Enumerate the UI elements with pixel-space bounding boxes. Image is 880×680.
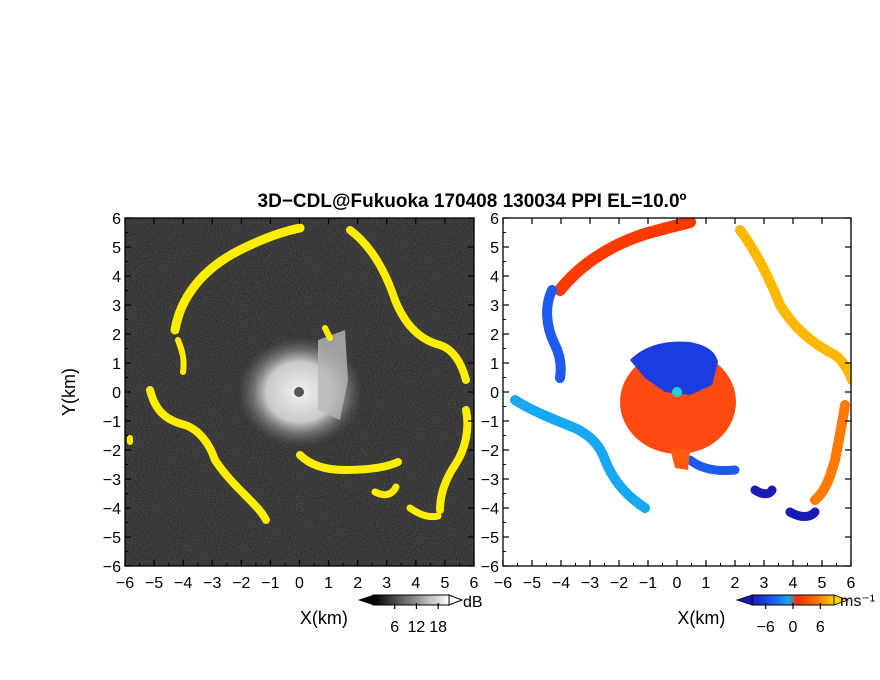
velocity-x-tick-label: 2	[731, 575, 740, 592]
velocity-arc-northeast	[735, 225, 851, 385]
snr-x-tick-label: −6	[116, 575, 134, 592]
snr-y-tick-label: 4	[112, 269, 121, 286]
velocity-x-tick-label: 1	[702, 575, 711, 592]
snr-y-tick-label: 0	[112, 385, 121, 402]
velocity-x-axis-label: X(km)	[677, 608, 725, 628]
velocity-x-tick-label: −5	[523, 575, 541, 592]
snr-x-tick-label: −4	[174, 575, 192, 592]
velocity-x-tick-label: 6	[847, 575, 856, 592]
velocity-x-tick-label: −1	[639, 575, 657, 592]
snr-echo-outline	[127, 325, 333, 445]
snr-x-tick-label: 4	[411, 575, 420, 592]
snr-colorbar-tick-label: 6	[390, 619, 399, 636]
snr-echo-outline	[436, 406, 472, 514]
snr-colorbar-right-arrow	[448, 594, 464, 606]
velocity-y-tick-label: 4	[490, 269, 499, 286]
snr-colorbar: dB 6 12 18	[358, 594, 483, 636]
velocity-x-tick-label: −2	[610, 575, 628, 592]
snr-y-tick-label: 1	[112, 356, 121, 373]
snr-echo-outline	[296, 451, 402, 474]
snr-y-tick-label: −6	[103, 559, 121, 576]
velocity-y-tick-label: 3	[490, 298, 499, 315]
velocity-x-tick-label: −3	[581, 575, 599, 592]
figure-title: 3D−CDL@Fukuoka 170408 130034 PPI EL=10.0…	[258, 191, 687, 212]
velocity-y-tick-label: 1	[490, 356, 499, 373]
snr-x-tick-label: 1	[324, 575, 333, 592]
velocity-y-tick-label: 0	[490, 385, 499, 402]
velocity-panel	[503, 218, 851, 566]
velocity-arc-southeast	[810, 400, 850, 505]
velocity-y-tick-label: −3	[481, 472, 499, 489]
velocity-arc-west	[542, 285, 566, 383]
snr-panel	[125, 218, 474, 566]
velocity-arc-north	[554, 218, 696, 296]
snr-colorbar-tick-label: 18	[429, 619, 447, 636]
snr-echo-outline	[146, 386, 270, 524]
velocity-x-tick-label: 5	[818, 575, 827, 592]
snr-y-tick-label: 3	[112, 298, 121, 315]
velocity-colorbar-left-arrow	[735, 594, 753, 606]
snr-x-tick-label: 5	[440, 575, 449, 592]
velocity-colorbar: ms⁻¹ −6 0 6	[735, 593, 875, 636]
velocity-y-tick-label: −5	[481, 530, 499, 547]
velocity-x-tick-label: 4	[789, 575, 798, 592]
velocity-colorbar-tick-label: 6	[816, 619, 825, 636]
snr-colorbar-left-arrow	[358, 595, 373, 605]
snr-y-tick-label: 6	[112, 211, 121, 228]
snr-colorbar-unit: dB	[463, 594, 483, 611]
snr-x-tick-label: 2	[353, 575, 362, 592]
velocity-colorbar-right-arrow	[833, 594, 850, 606]
snr-y-tick-label: 2	[112, 327, 121, 344]
snr-y-tick-label: −4	[103, 501, 121, 518]
snr-y-axis-label: Y(km)	[59, 368, 79, 416]
velocity-x-tick-label: 3	[760, 575, 769, 592]
snr-x-tick-label: 0	[295, 575, 304, 592]
snr-colorbar-tick-label: 12	[408, 619, 426, 636]
snr-echo-outline	[371, 483, 442, 521]
velocity-near-echo-tail	[670, 448, 690, 470]
snr-x-tick-label: 3	[382, 575, 391, 592]
velocity-x-tick-label: −4	[552, 575, 570, 592]
axes: −6 −5 −4 −3 −2 −1 0 1 2 3 4 5 6 6 5 4 3 2 1 0 −1 −2 −3 −4 −5 −6 X(…	[59, 211, 856, 628]
velocity-near-echo-blue	[630, 341, 718, 395]
velocity-arc-south	[685, 455, 740, 475]
velocity-arc-southeast-blue	[750, 485, 820, 521]
snr-x-tick-label: −1	[261, 575, 279, 592]
snr-x-tick-label: −3	[203, 575, 221, 592]
snr-radar-marker	[294, 387, 304, 397]
velocity-y-tick-label: −1	[481, 414, 499, 431]
velocity-y-tick-label: −6	[481, 559, 499, 576]
velocity-colorbar-tick-label: 0	[789, 619, 798, 636]
snr-x-tick-label: −2	[232, 575, 250, 592]
velocity-x-tick-label: −6	[494, 575, 512, 592]
snr-x-tick-label: −5	[145, 575, 163, 592]
snr-x-axis-label: X(km)	[300, 608, 348, 628]
velocity-x-tick-label: 0	[673, 575, 682, 592]
velocity-y-tick-label: −2	[481, 443, 499, 460]
velocity-arc-southwest	[510, 395, 650, 513]
velocity-radar-marker	[672, 387, 682, 397]
velocity-y-tick-label: 6	[490, 211, 499, 228]
velocity-colorbar-unit: ms⁻¹	[840, 593, 875, 610]
velocity-y-tick-label: −4	[481, 501, 499, 518]
snr-echo-outline	[346, 226, 470, 384]
snr-y-tick-label: −3	[103, 472, 121, 489]
velocity-y-tick-label: 2	[490, 327, 499, 344]
snr-x-tick-label: 6	[470, 575, 479, 592]
snr-y-tick-label: −5	[103, 530, 121, 547]
snr-near-echo-plume	[318, 330, 348, 420]
snr-y-tick-label: −1	[103, 414, 121, 431]
velocity-colorbar-tick-label: −6	[757, 619, 775, 636]
velocity-y-tick-label: 5	[490, 240, 499, 257]
snr-y-tick-label: 5	[112, 240, 121, 257]
snr-echo-outline	[170, 223, 305, 335]
snr-y-tick-label: −2	[103, 443, 121, 460]
